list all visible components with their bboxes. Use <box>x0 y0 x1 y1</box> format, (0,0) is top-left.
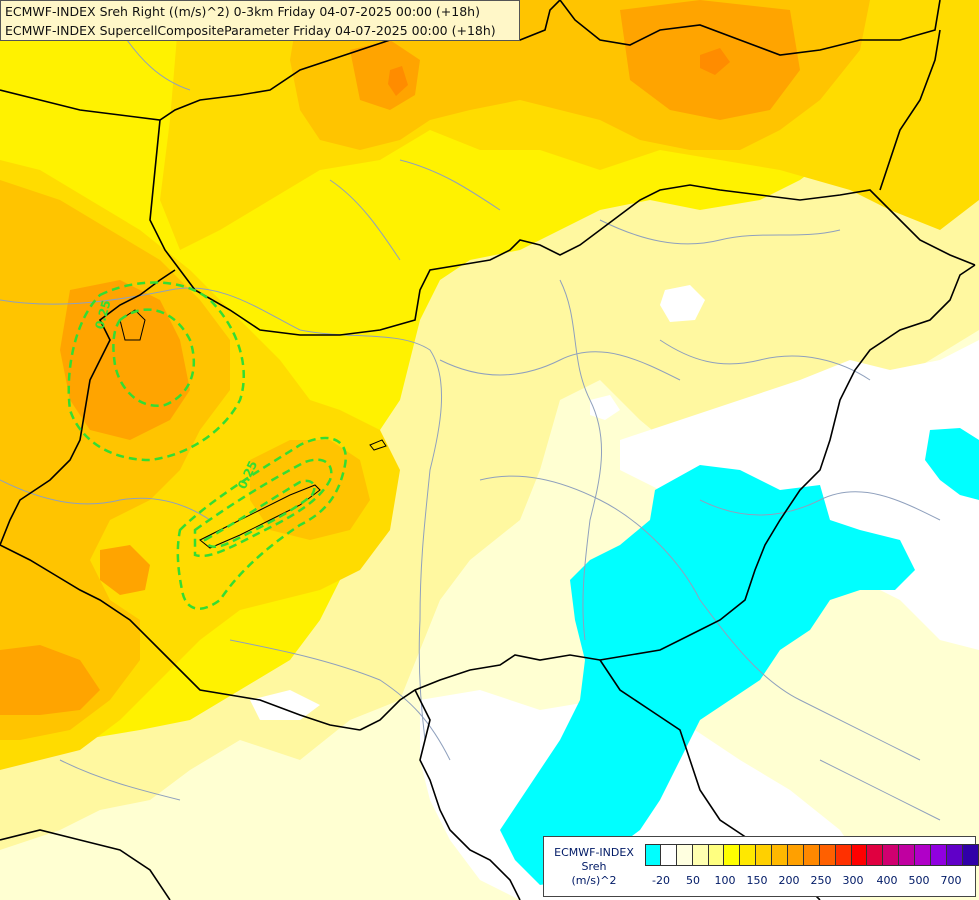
legend-tick-label: 500 <box>908 874 930 887</box>
title-scp: ECMWF-INDEX SupercellCompositeParameter … <box>5 23 496 38</box>
field-orange-core-sw2 <box>100 545 150 595</box>
map-title-box: ECMWF-INDEX Sreh Right ((m/s)^2) 0-3km F… <box>0 0 520 41</box>
title-sreh: ECMWF-INDEX Sreh Right ((m/s)^2) 0-3km F… <box>5 4 480 19</box>
legend-tick-label: 700 <box>940 874 962 887</box>
legend-swatch <box>740 844 757 866</box>
legend-swatch <box>692 844 709 866</box>
legend-swatch <box>819 844 836 866</box>
field-orange-light-west <box>0 180 230 740</box>
legend-tick-label: 50 <box>686 874 700 887</box>
contour-west-outer <box>67 281 245 462</box>
contour-center-inner <box>203 479 316 548</box>
legend-swatch <box>772 844 789 866</box>
legend-swatch <box>867 844 884 866</box>
scp-contours <box>67 281 348 610</box>
legend-swatch <box>788 844 804 866</box>
legend-swatch <box>756 844 773 866</box>
legend-swatch <box>660 844 677 866</box>
legend-title: ECMWF-INDEX Sreh (m/s)^2 <box>546 846 642 888</box>
legend-title-variable: Sreh <box>581 860 607 873</box>
legend-tick-label: -20 <box>652 874 670 887</box>
legend-swatch <box>851 844 868 866</box>
legend-swatch <box>835 844 852 866</box>
contour-center-outer <box>176 436 348 610</box>
legend-swatch <box>883 844 900 866</box>
contour-center-mid <box>193 458 333 558</box>
legend-tick-label: 300 <box>842 874 864 887</box>
border-austria <box>0 269 176 546</box>
legend-tick-label: 200 <box>778 874 800 887</box>
legend-tick-label: 150 <box>746 874 768 887</box>
field-orange-core-north3 <box>700 48 730 75</box>
legend-swatch <box>946 844 963 866</box>
border-north-east <box>559 0 941 56</box>
legend-tick-label: 250 <box>810 874 832 887</box>
legend-swatch <box>676 844 693 866</box>
field-white-spot3 <box>590 395 620 420</box>
contour-west-inner <box>112 308 195 408</box>
border-slovakia-hungary <box>149 119 976 336</box>
legend-swatch <box>724 844 741 866</box>
legend-tick-label: 400 <box>876 874 898 887</box>
legend-title-unit: (m/s)^2 <box>571 874 617 887</box>
legend-color-bar <box>645 844 979 866</box>
field-orange-core-sw <box>0 645 100 715</box>
legend-swatch <box>931 844 947 866</box>
legend-title-source: ECMWF-INDEX <box>554 846 634 859</box>
field-orange-core-north1 <box>350 40 420 110</box>
legend-swatch <box>915 844 932 866</box>
border-hungary-romania <box>599 264 976 661</box>
border-serbia-croatia <box>414 689 521 900</box>
legend-tick-labels: -20 50 100 150 200 250 300 400 500 700 <box>645 874 973 888</box>
border-east-north <box>879 29 941 191</box>
lake-balaton-outline <box>199 484 321 549</box>
field-orange-light-center <box>250 440 370 540</box>
legend-swatch <box>803 844 820 866</box>
field-orange-core-north4 <box>388 66 408 96</box>
lake-small <box>369 439 387 451</box>
border-hungary-serbia <box>359 654 601 731</box>
legend-swatch <box>962 844 979 866</box>
rivers <box>0 29 941 821</box>
field-white-spot1 <box>660 285 705 322</box>
border-sw <box>0 829 171 900</box>
legend-swatch <box>645 844 661 866</box>
field-cyan-main <box>500 465 915 885</box>
legend-swatch <box>708 844 725 866</box>
border-croatia <box>0 544 361 731</box>
field-cyan-east <box>925 428 979 500</box>
legend-tick-label: 100 <box>714 874 736 887</box>
field-orange-core-west <box>60 280 190 440</box>
color-legend: ECMWF-INDEX Sreh (m/s)^2 -20 50 100 150 200 2… <box>543 836 979 897</box>
field-white-spot2 <box>250 690 320 720</box>
legend-swatch <box>899 844 916 866</box>
